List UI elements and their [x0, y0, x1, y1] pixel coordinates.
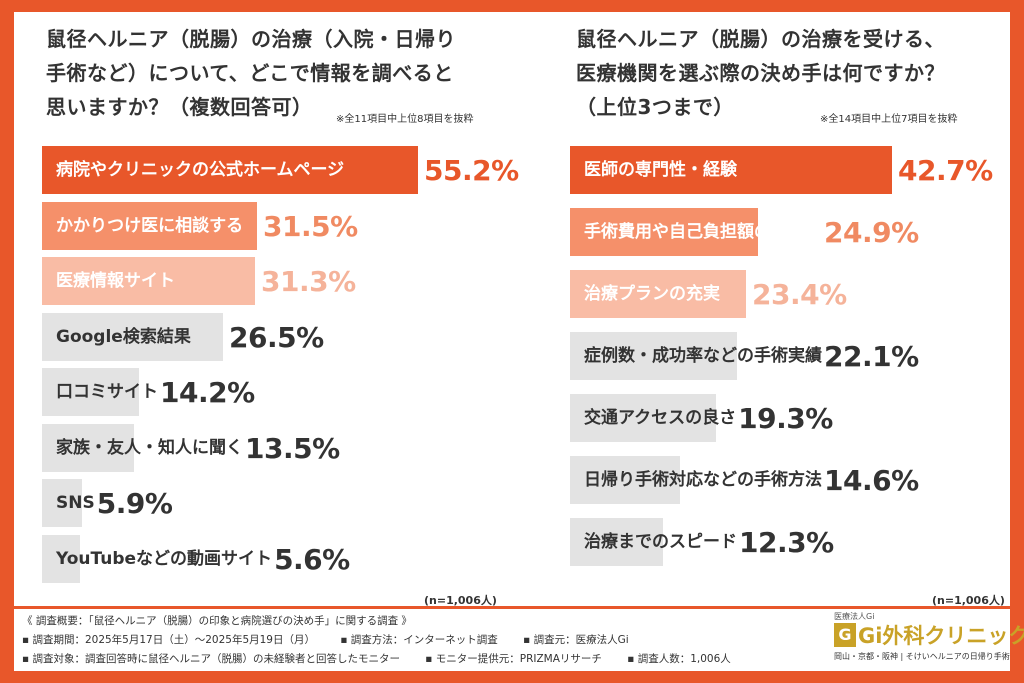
bar-label-6: SNS: [56, 493, 95, 513]
left-note: ※全11項目中上位8項目を抜粋: [336, 114, 474, 125]
bar-label-6: 治療までのスピード: [584, 532, 737, 552]
bar-label-4: 交通アクセスの良さ: [584, 408, 737, 428]
survey-count: ▪ 調査人数：1,006人: [627, 653, 731, 665]
logo-mark-icon: G: [834, 623, 856, 647]
bar-1: [570, 208, 758, 256]
bar-label-3: Google検索結果: [56, 326, 191, 347]
bar-4: [42, 368, 139, 416]
bar-3: [570, 332, 737, 380]
bar-label-5: 家族・友人・知人に聞く: [56, 437, 243, 458]
logo-name: Gi外科クリニック: [858, 624, 1024, 648]
survey-target: ▪ 調査対象：調査回答時に鼠径ヘルニア（脱腸）の未経験者と回答したモニター: [22, 653, 400, 665]
bar-4: [570, 394, 716, 442]
bar-label-2: 治療プランの充実: [584, 284, 720, 304]
bar-label-0: 医師の専門性・経験: [584, 160, 737, 180]
bar-2: [570, 270, 746, 318]
bar-value-4: 14.2%: [160, 376, 255, 409]
title-line: （上位3つまで）: [576, 95, 734, 119]
bar-value-5: 13.5%: [245, 431, 340, 465]
bar-2: [42, 257, 255, 305]
bar-value-6: 12.3%: [739, 526, 834, 559]
bar-6: [570, 518, 663, 566]
bar-0: [42, 146, 418, 194]
bar-value-2: 31.3%: [261, 265, 356, 298]
survey-overview: 《 調査概要：「鼠径ヘルニア（脱腸）の印象と病院選びの決め手」に関する調査 》: [22, 615, 412, 627]
title-line: 鼠径ヘルニア（脱腸）の治療（入院・日帰り: [46, 27, 456, 51]
title-line: 手術など）について、どこで情報を調べると: [46, 61, 454, 85]
bar-label-5: 日帰り手術対応などの手術方法: [584, 470, 822, 490]
logo-tagline: 岡山・京都・阪神 | そけいヘルニアの日帰り手術: [834, 652, 1010, 661]
bar-value-1: 24.9%: [824, 216, 919, 249]
title-line: 鼠径ヘルニア（脱腸）の治療を受ける、: [576, 27, 945, 51]
survey-period: ▪ 調査期間：2025年5月17日（土）～2025年5月19日（月）: [22, 634, 315, 646]
bar-5: [570, 456, 680, 504]
survey-footer: 《 調査概要：「鼠径ヘルニア（脱腸）の印象と病院選びの決め手」に関する調査 》 …: [14, 609, 1024, 671]
bar-value-1: 31.5%: [263, 209, 358, 243]
bar-label-7: YouTubeなどの動画サイト: [56, 548, 273, 569]
left-bar-chart: 病院やクリニックの公式ホームページ 55.2% かかりつけ医に相談する 31.5% 医療…: [14, 12, 534, 606]
bar-5: [42, 423, 134, 472]
survey-provider: ▪ モニター提供元：PRIZMAリサーチ: [425, 653, 602, 665]
bar-value-0: 55.2%: [424, 154, 519, 187]
survey-source: ▪ 調査元：医療法人Gi: [523, 634, 629, 646]
bar-label-4: 口コミサイト: [56, 382, 158, 402]
right-sample-size: (n=1,006人): [932, 594, 1005, 607]
bar-6: [42, 479, 82, 527]
title-line: 医療機関を選ぶ際の決め手は何ですか？: [576, 61, 945, 85]
right-question-title: 鼠径ヘルニア（脱腸）の治療を受ける、 医療機関を選ぶ際の決め手は何ですか？ （上…: [576, 22, 1010, 124]
bar-value-3: 26.5%: [229, 320, 324, 354]
survey-details-2: ▪ 調査対象：調査回答時に鼠径ヘルニア（脱腸）の未経験者と回答したモニター ▪ …: [22, 651, 753, 666]
bar-label-1: かかりつけ医に相談する: [56, 215, 244, 236]
right-panel: 鼠径ヘルニア（脱腸）の治療を受ける、 医療機関を選ぶ際の決め手は何ですか？ （上…: [542, 12, 1010, 607]
infographic-card: 鼠径ヘルニア（脱腸）の治療（入院・日帰り 手術など）について、どこで情報を調べる…: [14, 12, 1010, 607]
bar-label-3: 症例数・成功率などの手術実績: [584, 346, 822, 366]
left-question-title: 鼠径ヘルニア（脱腸）の治療（入院・日帰り 手術など）について、どこで情報を調べる…: [46, 22, 526, 124]
bar-label-1: 手術費用や自己負担額の明確さ: [584, 222, 822, 242]
bar-value-7: 5.6%: [274, 542, 350, 576]
logo-org: 医療法人Gi: [834, 612, 875, 621]
clinic-logo: 医療法人Gi G Gi外科クリニック 岡山・京都・阪神 | そけいヘルニアの日帰…: [826, 611, 1024, 669]
bar-1: [42, 201, 257, 250]
bar-value-4: 19.3%: [738, 402, 833, 435]
survey-details-1: ▪ 調査期間：2025年5月17日（土）～2025年5月19日（月） ▪ 調査方…: [22, 632, 651, 647]
right-note: ※全14項目中上位7項目を抜粋: [820, 114, 958, 125]
bar-value-3: 22.1%: [824, 340, 919, 373]
title-line: 思いますか？（複数回答可）: [46, 95, 313, 119]
bar-value-6: 5.9%: [96, 487, 173, 520]
bar-label-0: 病院やクリニックの公式ホームページ: [56, 160, 345, 180]
left-sample-size: (n=1,006人): [424, 594, 497, 607]
bar-0: [570, 146, 892, 194]
bar-value-5: 14.6%: [824, 464, 919, 497]
bar-label-2: 医療情報サイト: [56, 271, 175, 291]
bar-7: [42, 534, 80, 583]
survey-method: ▪ 調査方法：インターネット調査: [340, 634, 498, 646]
bar-value-2: 23.4%: [752, 278, 847, 311]
bar-3: [42, 312, 223, 361]
left-panel: 鼠径ヘルニア（脱腸）の治療（入院・日帰り 手術など）について、どこで情報を調べる…: [14, 12, 534, 607]
right-bar-chart: 医師の専門性・経験 42.7% 手術費用や自己負担額の明確さ 24.9% 治療プランの充…: [542, 12, 1010, 606]
bar-value-0: 42.7%: [898, 154, 993, 187]
